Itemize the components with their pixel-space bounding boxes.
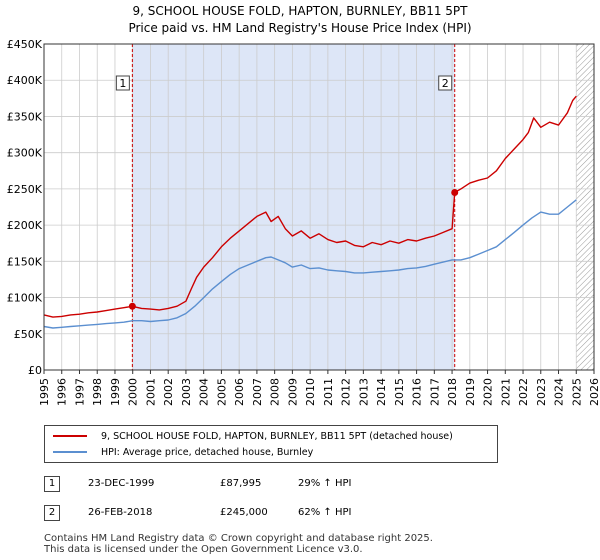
y-tick-label: £300K bbox=[7, 147, 43, 160]
chart-subtitle: Price paid vs. HM Land Registry's House … bbox=[128, 21, 472, 35]
x-tick-label: 2025 bbox=[570, 378, 583, 406]
x-tick-label: 2015 bbox=[393, 378, 406, 406]
property-price-line bbox=[43, 95, 577, 318]
x-tick-label: 2003 bbox=[180, 378, 193, 406]
y-tick-label: £450K bbox=[7, 38, 43, 51]
y-tick-label: £100K bbox=[7, 292, 43, 305]
sale-price: £87,995 bbox=[220, 478, 262, 489]
legend-swatch-property bbox=[53, 435, 87, 437]
x-tick-label: 1998 bbox=[91, 378, 104, 406]
y-tick-label: £50K bbox=[14, 328, 43, 341]
x-tick-label: 2009 bbox=[286, 378, 299, 406]
sale-hpi-delta: 29% ↑ HPI bbox=[298, 478, 352, 489]
future-hatch bbox=[576, 44, 594, 370]
x-tick-label: 2010 bbox=[304, 378, 317, 406]
sale-price: £245,000 bbox=[220, 507, 268, 518]
x-tick-label: 1997 bbox=[73, 378, 86, 406]
x-tick-label: 2001 bbox=[144, 378, 157, 406]
x-tick-label: 2019 bbox=[464, 378, 477, 406]
chart-legend: 9, SCHOOL HOUSE FOLD, HAPTON, BURNLEY, B… bbox=[44, 425, 498, 463]
y-tick-label: £0 bbox=[28, 364, 42, 377]
y-tick-label: £150K bbox=[7, 255, 43, 268]
x-tick-label: 2017 bbox=[428, 378, 441, 406]
sale-label-box bbox=[438, 75, 453, 91]
sale-marker-badge: 1 bbox=[44, 476, 60, 492]
x-tick-label: 2018 bbox=[446, 378, 459, 406]
hpi-line bbox=[43, 199, 577, 329]
price-chart: £0 £50K £100K £150K £200K £250K £300K £350K £400… bbox=[7, 38, 600, 406]
x-tick-label: 1995 bbox=[38, 378, 51, 406]
sale-point bbox=[451, 189, 459, 197]
x-tick-label: 2026 bbox=[588, 378, 600, 406]
x-tick-label: 2002 bbox=[162, 378, 175, 406]
x-tick-label: 2011 bbox=[322, 378, 335, 406]
y-tick-label: £350K bbox=[7, 110, 43, 123]
x-tick-label: 2000 bbox=[127, 378, 140, 406]
footer-copyright: Contains HM Land Registry data © Crown c… bbox=[44, 533, 433, 544]
y-tick-label: £400K bbox=[7, 74, 43, 87]
x-tick-label: 2004 bbox=[198, 378, 211, 406]
x-tick-label: 2008 bbox=[269, 378, 282, 406]
y-tick-label: £200K bbox=[7, 219, 43, 232]
sale-point bbox=[128, 302, 136, 310]
chart-title: 9, SCHOOL HOUSE FOLD, HAPTON, BURNLEY, B… bbox=[132, 4, 468, 18]
x-tick-label: 2012 bbox=[340, 378, 353, 406]
sale-date: 23-DEC-1999 bbox=[88, 478, 155, 489]
sale-label-text: 2 bbox=[442, 77, 449, 90]
x-tick-label: 2023 bbox=[535, 378, 548, 406]
sale-marker-badge: 2 bbox=[44, 505, 60, 521]
legend-item-property: 9, SCHOOL HOUSE FOLD, HAPTON, BURNLEY, B… bbox=[45, 428, 453, 444]
sale-date: 26-FEB-2018 bbox=[88, 507, 153, 518]
legend-item-hpi: HPI: Average price, detached house, Burn… bbox=[45, 444, 313, 460]
footer-licence: This data is licensed under the Open Gov… bbox=[44, 544, 363, 555]
x-tick-label: 2021 bbox=[499, 378, 512, 406]
legend-label-property: 9, SCHOOL HOUSE FOLD, HAPTON, BURNLEY, B… bbox=[101, 430, 453, 442]
x-tick-label: 2005 bbox=[215, 378, 228, 406]
x-tick-label: 2006 bbox=[233, 378, 246, 406]
x-tick-label: 2016 bbox=[411, 378, 424, 406]
legend-label-hpi: HPI: Average price, detached house, Burn… bbox=[101, 446, 314, 458]
sale-hpi-delta: 62% ↑ HPI bbox=[298, 507, 352, 518]
x-tick-label: 2014 bbox=[375, 378, 388, 406]
plot-frame bbox=[43, 43, 595, 371]
x-tick-label: 2020 bbox=[482, 378, 495, 406]
x-tick-label: 2022 bbox=[517, 378, 530, 406]
x-tick-label: 1996 bbox=[56, 378, 69, 406]
sale-label-box bbox=[115, 75, 130, 91]
legend-swatch-hpi bbox=[53, 451, 87, 453]
ownership-shade bbox=[132, 44, 455, 370]
x-tick-label: 1999 bbox=[109, 378, 122, 406]
x-tick-label: 2024 bbox=[553, 378, 566, 406]
x-tick-label: 2007 bbox=[251, 378, 264, 406]
y-tick-label: £250K bbox=[7, 183, 43, 196]
sale-label-text: 1 bbox=[119, 77, 126, 90]
x-tick-label: 2013 bbox=[357, 378, 370, 406]
